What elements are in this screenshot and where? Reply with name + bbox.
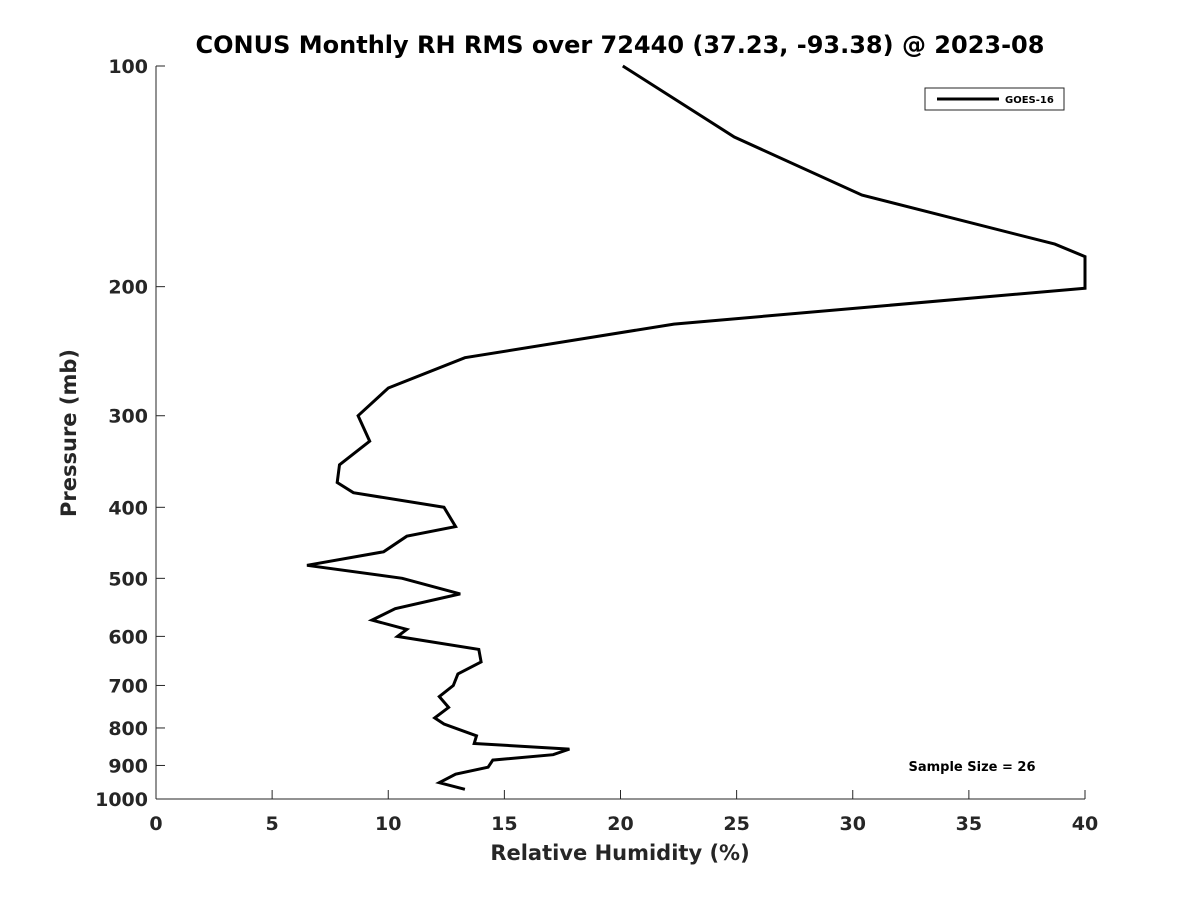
- series-layer: [306, 64, 1087, 791]
- y-ticks: 100 200 300 400 500 600 700 800 900 1000: [95, 56, 165, 811]
- legend: GOES-16: [924, 87, 1065, 111]
- y-tick-label: 500: [108, 568, 148, 590]
- x-tick-label: 40: [1072, 813, 1098, 835]
- y-axis-label: Pressure (mb): [57, 349, 81, 517]
- y-tick-label: 600: [108, 626, 148, 648]
- y-tick-label: 800: [108, 718, 148, 740]
- y-tick-label: 100: [108, 56, 148, 78]
- y-tick-label: 400: [108, 497, 148, 519]
- x-ticks: 0 5 10 15 20 25 30 35 40: [149, 790, 1098, 835]
- y-tick-label: 1000: [95, 789, 148, 811]
- x-tick-label: 35: [956, 813, 982, 835]
- legend-label: GOES-16: [1005, 95, 1054, 106]
- x-tick-label: 0: [149, 813, 162, 835]
- x-axis-label: Relative Humidity (%): [490, 841, 749, 865]
- x-tick-label: 30: [840, 813, 866, 835]
- y-tick-label: 700: [108, 675, 148, 697]
- x-tick-label: 5: [266, 813, 279, 835]
- chart-title: CONUS Monthly RH RMS over 72440 (37.23, …: [196, 31, 1045, 59]
- series-line-goes-16: [306, 64, 1087, 791]
- x-tick-label: 10: [375, 813, 401, 835]
- y-tick-label: 300: [108, 406, 148, 428]
- y-tick-label: 200: [108, 277, 148, 299]
- x-tick-label: 25: [723, 813, 749, 835]
- x-tick-label: 20: [607, 813, 633, 835]
- x-tick-label: 15: [491, 813, 517, 835]
- sample-size-annotation: Sample Size = 26: [908, 760, 1035, 775]
- y-tick-label: 900: [108, 755, 148, 777]
